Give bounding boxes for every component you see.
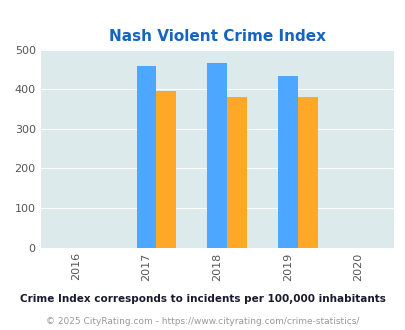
Bar <box>226 97 246 248</box>
Bar <box>277 77 297 248</box>
Bar <box>136 66 156 248</box>
Bar <box>207 63 226 248</box>
Text: © 2025 CityRating.com - https://www.cityrating.com/crime-statistics/: © 2025 CityRating.com - https://www.city… <box>46 317 359 326</box>
Bar <box>297 97 317 248</box>
Text: Crime Index corresponds to incidents per 100,000 inhabitants: Crime Index corresponds to incidents per… <box>20 294 385 304</box>
Legend: Nash, Oklahoma, National: Nash, Oklahoma, National <box>71 329 362 330</box>
Title: Nash Violent Crime Index: Nash Violent Crime Index <box>109 29 325 44</box>
Bar <box>156 91 176 248</box>
